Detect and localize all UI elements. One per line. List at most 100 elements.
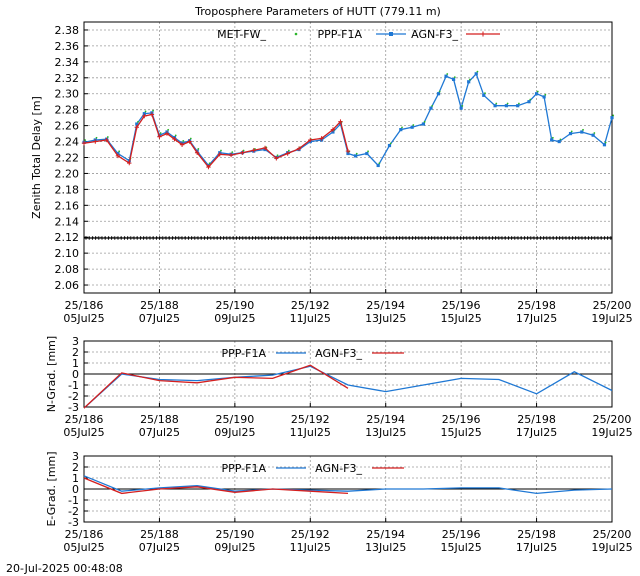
y-tick-label: -3 (68, 516, 79, 529)
x-tick-label-date: 11Jul25 (290, 312, 331, 325)
x-tick-label-doy: 25/200 (593, 299, 632, 312)
plot-frame (83, 21, 613, 294)
x-tick-label-date: 17Jul25 (516, 426, 557, 439)
met-point (476, 70, 479, 73)
agn-point (308, 137, 313, 143)
met-point (544, 93, 547, 96)
agn-point (179, 142, 185, 147)
agn-point (127, 160, 132, 166)
met-point (446, 73, 449, 75)
agn-point (262, 145, 268, 151)
met-point (536, 90, 539, 93)
x-tick-label-doy: 25/192 (291, 528, 330, 541)
ppp-point (467, 80, 471, 84)
legend-label: PPP-F1A (222, 462, 267, 475)
x-tick-label-date: 19Jul25 (591, 312, 632, 325)
ppp-point (421, 122, 426, 126)
series-line-agn-f3- (83, 364, 349, 409)
x-tick-label-doy: 25/188 (140, 299, 179, 312)
legend-marker-ppp (389, 32, 393, 36)
met-point (118, 150, 121, 153)
ppp-point (116, 151, 120, 156)
legend-label: PPP-F1A (318, 28, 363, 41)
agn-point (338, 119, 343, 124)
ppp-point (591, 133, 595, 137)
ppp-point (429, 106, 433, 110)
x-tick-label-date: 13Jul25 (365, 426, 406, 439)
agn-point (134, 125, 139, 130)
met-point (220, 149, 222, 152)
legend-label: AGN-F3_ (411, 28, 458, 41)
x-tick-label-date: 05Jul25 (63, 541, 104, 554)
agn-point (142, 113, 147, 119)
x-tick-label-date: 13Jul25 (365, 312, 406, 325)
y-tick-label: 2.10 (55, 247, 80, 260)
x-tick-label-date: 15Jul25 (441, 312, 482, 325)
met-point (612, 114, 615, 117)
y-tick-label: 1 (72, 472, 79, 485)
met-point (495, 102, 498, 105)
y-tick-label: 2 (72, 461, 79, 474)
y-tick-label: -1 (68, 494, 79, 507)
agn-point (115, 153, 121, 159)
y-tick-label: 2.08 (55, 263, 80, 276)
ppp-point (444, 74, 448, 78)
met-point (559, 138, 562, 141)
x-tick-label-date: 09Jul25 (214, 426, 255, 439)
x-tick-label-doy: 25/194 (366, 413, 405, 426)
agn-point (172, 136, 177, 142)
met-point (355, 152, 358, 155)
x-tick-label-doy: 25/196 (442, 413, 481, 426)
x-tick-label-doy: 25/190 (216, 413, 255, 426)
legend-label: PPP-F1A (222, 347, 267, 360)
met-point (461, 104, 464, 107)
series-line-ppp-f1a (83, 365, 613, 409)
y-tick-label: 2.26 (55, 120, 80, 133)
agn-point (240, 150, 245, 155)
x-tick-label-date: 07Jul25 (139, 426, 180, 439)
series-line-agn-f3- (83, 113, 349, 169)
agn-point (81, 140, 87, 146)
footer-timestamp: 20-Jul-2025 00:48:08 (6, 562, 123, 575)
met-point (106, 136, 109, 138)
met-point (551, 136, 554, 139)
met-point (506, 102, 509, 105)
met-point (431, 104, 434, 107)
met-point (182, 140, 185, 142)
ppp-point (493, 104, 497, 108)
ppp-point (527, 100, 531, 104)
y-tick-label: 2.14 (55, 215, 80, 228)
agn-point (157, 134, 162, 139)
legend-marker-agn (480, 31, 486, 37)
met-point (84, 139, 87, 142)
x-tick-label-date: 15Jul25 (441, 541, 482, 554)
met-point (389, 142, 392, 145)
met-point (453, 76, 456, 79)
agn-point (228, 152, 234, 158)
x-tick-label-date: 11Jul25 (290, 426, 331, 439)
x-tick-label-date: 07Jul25 (139, 541, 180, 554)
ppp-point (580, 130, 584, 134)
agn-point (274, 156, 279, 161)
y-axis-label: N-Grad. [mm] (45, 336, 58, 412)
y-tick-label: 2.06 (55, 279, 80, 292)
ppp-point (474, 72, 478, 76)
y-tick-label: -2 (68, 505, 79, 518)
x-tick-label-doy: 25/198 (517, 299, 556, 312)
met-point (518, 102, 520, 105)
x-tick-label-date: 09Jul25 (214, 541, 255, 554)
agn-point (330, 127, 336, 132)
y-tick-label: 3 (72, 335, 79, 348)
agn-point (104, 137, 109, 143)
y-tick-label: 2.36 (55, 40, 80, 53)
agn-point (164, 131, 170, 136)
x-tick-label-date: 17Jul25 (516, 312, 557, 325)
series-line-ppp-f1a (83, 475, 613, 495)
series-line-agn-f3- (83, 477, 349, 495)
met-point (438, 90, 441, 93)
x-tick-label-doy: 25/188 (140, 528, 179, 541)
agn-point (93, 139, 98, 144)
plot-frame (83, 340, 613, 408)
